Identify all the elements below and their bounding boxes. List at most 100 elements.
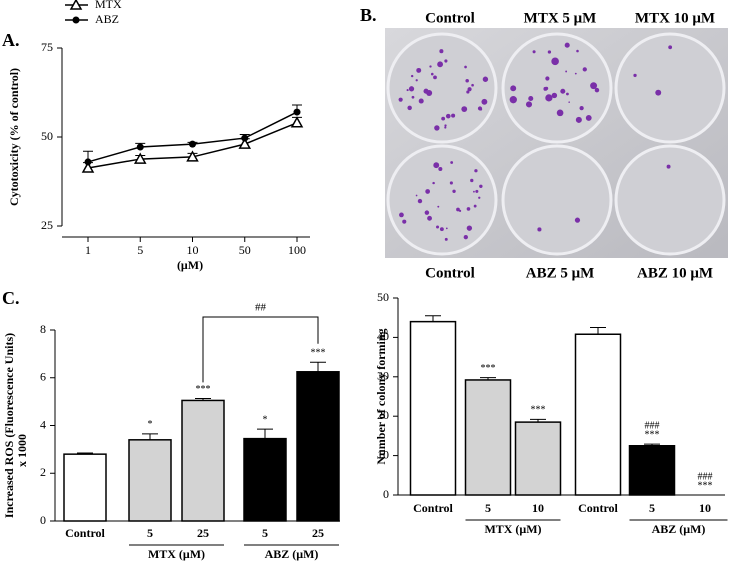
bar: [243, 437, 287, 522]
marker: [69, 0, 83, 10]
colony: [633, 73, 637, 78]
y-tick-label: 6: [40, 370, 46, 384]
colony: [585, 114, 592, 121]
colony: [551, 57, 559, 66]
y-axis-label: Cytotoxicity (% of control): [7, 68, 21, 206]
colony: [425, 189, 431, 194]
colony: [461, 106, 468, 112]
marker: [186, 150, 199, 162]
y-tick-label: 2: [40, 465, 46, 479]
significance-label: *: [263, 414, 268, 425]
x-tick-label: 10: [699, 501, 711, 515]
x-tick-label: 5: [137, 243, 143, 257]
colony: [402, 219, 407, 224]
colony: [479, 107, 483, 111]
colony: [445, 227, 448, 230]
y-tick-label: 50: [377, 290, 389, 304]
y-tick-label: 20: [377, 408, 389, 422]
x-tick-label: 5: [262, 526, 268, 540]
colony: [417, 198, 423, 204]
colony: [437, 61, 443, 68]
colony: [594, 87, 600, 93]
bar: [181, 399, 225, 522]
bracket: [202, 316, 319, 383]
colony: [467, 87, 472, 92]
colony: [564, 42, 570, 48]
y-axis-label: Number of colony forming: [374, 328, 388, 464]
significance-label: ###: [645, 420, 660, 431]
well: [614, 32, 726, 144]
y-tick-label: 0: [383, 487, 389, 501]
colony: [551, 92, 558, 99]
significance-label: ###: [698, 471, 713, 482]
colony: [545, 94, 553, 102]
colony: [439, 227, 444, 232]
photo-label: Control: [425, 265, 475, 281]
colony: [475, 189, 479, 193]
photo: [385, 28, 728, 258]
colony: [547, 50, 552, 54]
colony: [449, 181, 453, 185]
error-bar: [480, 377, 496, 380]
colony: [482, 76, 489, 82]
colony: [430, 72, 434, 76]
colony: [452, 189, 456, 193]
y-tick-label: 25: [41, 218, 53, 232]
well: [501, 32, 613, 144]
x-tick-label: 50: [239, 243, 251, 257]
colony: [441, 116, 446, 121]
marker: [241, 134, 249, 142]
significance-label: *: [148, 419, 153, 430]
x-tick-label: 100: [288, 243, 306, 257]
colony: [434, 125, 440, 131]
x-tick-label: 5: [485, 501, 491, 515]
marker: [238, 137, 252, 149]
colony: [537, 227, 542, 232]
photo-label: MTX 5 μM: [524, 10, 597, 26]
marker: [72, 16, 80, 24]
y-tick-label: 10: [377, 447, 389, 461]
photo-label: MTX 10 μM: [635, 10, 715, 26]
panel-label: B.: [360, 5, 377, 25]
photo-label: ABZ 5 μM: [526, 265, 595, 281]
legend-label: MTX: [95, 0, 122, 11]
marker: [133, 152, 147, 164]
colony: [543, 86, 548, 91]
colony: [415, 79, 418, 82]
x-tick-label: 10: [187, 243, 199, 257]
colony: [439, 49, 444, 54]
marker: [293, 108, 301, 116]
colony: [450, 161, 454, 164]
error-bar: [77, 452, 93, 455]
x-tick-label: 5: [147, 526, 153, 540]
bar: [63, 453, 107, 522]
colony: [575, 116, 582, 123]
bar: [296, 371, 340, 522]
colony: [424, 210, 430, 215]
y-tick-label: 0: [40, 513, 46, 527]
well: [501, 144, 613, 256]
colony: [666, 164, 671, 169]
colony: [427, 215, 432, 221]
significance-label: ***: [645, 429, 660, 440]
colony: [576, 49, 579, 53]
y-axis-label: Increased ROS (Fluorescence Units): [2, 333, 16, 518]
colony: [406, 89, 409, 92]
significance-label: ***: [481, 363, 496, 374]
y-tick-label: 75: [41, 40, 53, 54]
colony: [466, 225, 473, 231]
panel-label: A.: [2, 30, 20, 50]
colony: [445, 113, 451, 119]
y-tick-label: 8: [40, 322, 46, 336]
colony: [399, 212, 404, 218]
colony: [429, 65, 432, 68]
colony: [590, 82, 598, 90]
colony: [407, 105, 412, 111]
colony: [509, 96, 517, 104]
colony: [565, 70, 568, 73]
colony: [444, 126, 447, 129]
well: [386, 32, 498, 144]
colony: [510, 85, 517, 92]
x-tick-label: 25: [312, 526, 324, 540]
colony: [566, 92, 569, 96]
